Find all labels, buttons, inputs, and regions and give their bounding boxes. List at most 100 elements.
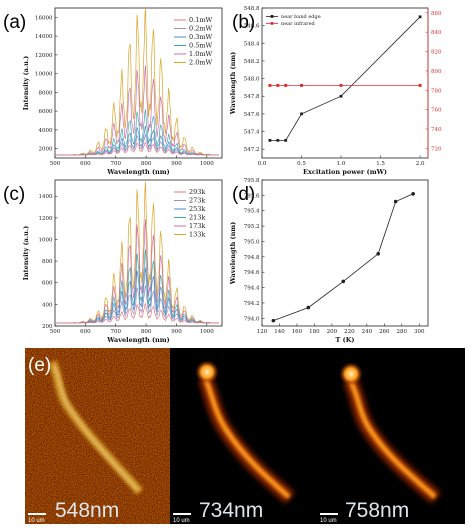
panel-label-c: (c): [3, 184, 25, 205]
chart-a-series-line: [55, 65, 219, 156]
image-734nm-hotspot: [195, 360, 219, 384]
chart-b-y2tick-label: 840: [431, 30, 442, 36]
chart-a-legend-label: 0.5mW: [189, 42, 213, 50]
chart-d-ytick-label: 794.2: [244, 301, 260, 307]
chart-c-xtick-label: 900: [171, 329, 182, 335]
chart-b-point-left: [300, 112, 303, 116]
chart-b-point-left: [284, 138, 288, 142]
chart-b-legend-label: near band edge: [281, 14, 321, 20]
chart-b-frame: [261, 7, 429, 159]
chart-b-ytick-label: 548.0: [244, 77, 260, 83]
chart-b-legend-marker: [270, 15, 274, 18]
chart-d-ytick-label: 794.6: [244, 270, 260, 276]
image-734nm-wire: [203, 379, 291, 499]
chart-a-ytick-label: 10000: [35, 72, 53, 78]
chart-d-ytick-label: 795.6: [244, 193, 260, 199]
chart-b-xtick-label: 1.5: [376, 161, 385, 167]
chart-a-series-line: [55, 7, 219, 156]
chart-d-point: [271, 318, 276, 323]
chart-c-xtick-label: 800: [141, 329, 152, 335]
chart-c-series-line: [55, 302, 219, 324]
chart-c-ytick-label: 800: [42, 259, 53, 265]
scalebar-758nm: [320, 513, 338, 515]
chart-b-y2tick-label: 720: [431, 146, 442, 152]
chart-d-xtick-label: 300: [414, 329, 425, 335]
chart-d-xtick-label: 280: [397, 329, 408, 335]
chart-d-xtick-label: 120: [257, 329, 268, 335]
chart-a-ytick-label: 2000: [39, 147, 53, 153]
chart-d-series-line: [273, 193, 414, 321]
chart-c-xtick-label: 600: [80, 329, 91, 335]
chart-b-point-left: [339, 94, 343, 98]
chart-b-xtick-label: 0.0: [258, 161, 267, 167]
chart-c-xtick-label: 700: [110, 329, 121, 335]
chart-b-point-right: [418, 83, 422, 87]
chart-a-legend-label: 2.0mW: [189, 59, 213, 67]
chart-c-series-line: [55, 249, 220, 324]
chart-b-series-line-0: [269, 16, 421, 141]
chart-d-xtick-label: 220: [344, 329, 355, 335]
chart-a-legend-label: 0.1mW: [189, 16, 213, 24]
image-734nm: 734nm 10 um: [170, 348, 317, 524]
scalebar-548nm: [28, 513, 46, 515]
chart-c-legend-label: 253k: [189, 205, 205, 213]
panel-label-a: (a): [3, 12, 26, 33]
chart-d-point: [341, 279, 346, 284]
chart-a-legend-label: 1.0mW: [189, 50, 213, 58]
chart-b-point-right: [300, 83, 304, 87]
chart-b-xtick-label: 2.0: [416, 161, 425, 167]
chart-a-ylabel: Intensity (a.u.): [22, 56, 30, 110]
chart-b-ytick-label: 547.4: [244, 130, 260, 136]
chart-a-xtick-label: 800: [141, 161, 152, 167]
chart-b-point-left: [418, 15, 422, 19]
chart-d-xtick-label: 240: [362, 329, 373, 335]
chart-b-y2tick-label: 800: [431, 69, 442, 75]
chart-d-xlabel: T (K): [336, 336, 355, 344]
chart-a-frame: [54, 7, 223, 159]
chart-b-y2tick-label: 860: [431, 11, 442, 17]
chart-c-legend-label: 133k: [189, 231, 205, 239]
chart-a-xlabel: Wavelength (nm): [106, 168, 169, 176]
image-548nm-wire-core: [52, 365, 140, 492]
chart-d-ytick-label: 795.8: [244, 178, 260, 184]
chart-d-point: [376, 251, 381, 256]
chart-c-ytick-label: 200: [42, 324, 53, 330]
chart-d-ylabel: Wavelength (nm): [229, 222, 237, 285]
chart-c-legend-label: 173k: [189, 222, 205, 230]
chart-a-xtick-label: 700: [110, 161, 121, 167]
chart-d-ytick-label: 794.0: [244, 316, 260, 322]
chart-b-ylabel: Wavelength (nm): [229, 52, 237, 115]
chart-b-point-right: [276, 83, 280, 87]
chart-c-legend-label: 273k: [189, 197, 205, 205]
chart-c-xlabel: Wavelength (nm): [106, 336, 169, 344]
chart-a-legend-label: 0.2mW: [189, 25, 213, 33]
scalebar-734nm: [173, 513, 191, 515]
chart-d-ytick-label: 795.4: [244, 209, 260, 215]
chart-d-ytick-label: 794.4: [244, 286, 260, 292]
chart-a-ytick-label: 16000: [35, 15, 53, 21]
chart-b-ytick-label: 548.6: [244, 24, 260, 30]
chart-a-ytick-label: 12000: [35, 53, 53, 59]
chart-a-power-spectra: 500 600 700 800 900 1000 2000 4000 6000 8000 10000…: [22, 7, 223, 176]
chart-a-xtick-label: 500: [50, 161, 61, 167]
chart-b-point-left: [268, 138, 272, 142]
chart-b-legend-marker: [270, 22, 274, 25]
chart-d-point: [393, 199, 398, 204]
chart-b-wavelength-vs-power: 0.0 0.5 1.0 1.5 2.0 547.2 547.4 547.6 547.8 548.0…: [229, 6, 442, 176]
image-758nm-hotspot: [339, 362, 363, 386]
chart-a-ytick-label: 8000: [39, 90, 53, 96]
chart-b-xlabel: Excitation power (mW): [303, 168, 387, 176]
image-758nm-label: 758nm: [345, 499, 409, 522]
chart-b-ytick-label: 547.2: [244, 147, 260, 153]
chart-b-point-left: [276, 138, 280, 142]
chart-d-frame: [261, 179, 429, 327]
chart-b-ytick-label: 548.4: [244, 41, 260, 47]
chart-b-point-right: [284, 83, 288, 87]
chart-b-ytick-label: 547.6: [244, 112, 260, 118]
chart-a-series-line: [55, 109, 219, 156]
chart-d-point: [306, 305, 311, 310]
chart-c-ytick-label: 400: [42, 302, 53, 308]
chart-d-xtick-label: 160: [292, 329, 303, 335]
chart-c-ytick-label: 1000: [39, 237, 53, 243]
